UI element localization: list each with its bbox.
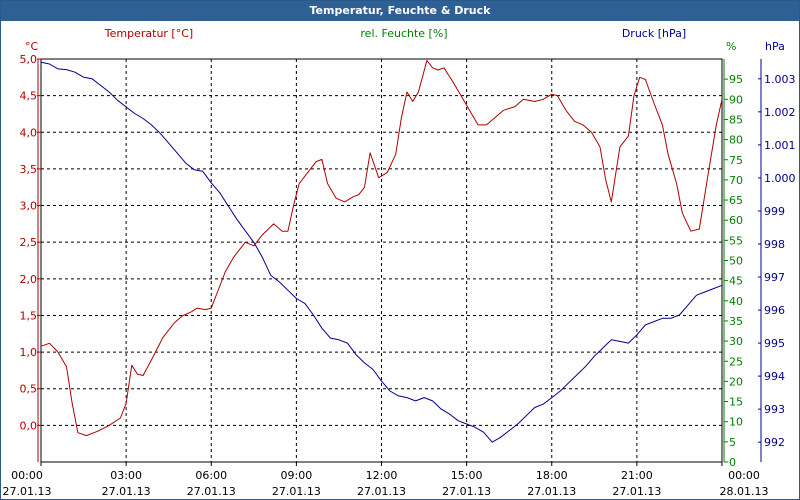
humidity-tick-label: 55	[729, 234, 743, 247]
pressure-tick-label: 1.003	[764, 73, 796, 86]
x-tick-label-date: 27.01.13	[3, 485, 52, 498]
temperature-axis-label: Temperatur [°C]	[104, 27, 193, 40]
humidity-tick-label: 25	[729, 355, 743, 368]
x-tick-label-date: 27.01.13	[187, 485, 236, 498]
pressure-tick-label: 993	[764, 403, 785, 416]
humidity-tick-label: 65	[729, 194, 743, 207]
x-tick-label-time: 00:00	[11, 469, 43, 482]
temp-tick-label: 2,0	[20, 273, 38, 286]
x-tick-label-date: 27.01.13	[527, 485, 576, 498]
x-tick-label-date: 27.01.13	[357, 485, 406, 498]
humidity-tick-label: 40	[729, 295, 743, 308]
humidity-tick-label: 95	[729, 73, 743, 86]
humidity-tick-label: 15	[729, 396, 743, 409]
temp-tick-label: 3,5	[20, 163, 38, 176]
humidity-axis-label: rel. Feuchte [%]	[360, 27, 447, 40]
temp-tick-label: 1,0	[20, 346, 38, 359]
chart-title: Temperatur, Feuchte & Druck	[309, 4, 491, 17]
humidity-tick-label: 85	[729, 113, 743, 126]
humidity-tick-label: 80	[729, 134, 743, 147]
humidity-tick-label: 75	[729, 154, 743, 167]
pressure-tick-label: 996	[764, 304, 785, 317]
series-line-temperature	[40, 60, 723, 437]
humidity-tick-label: 90	[729, 93, 743, 106]
pressure-tick-label: 1.002	[764, 106, 796, 119]
temp-axis-unit: °C	[25, 40, 39, 53]
pressure-tick-label: 992	[764, 436, 785, 449]
pressure-tick-label: 995	[764, 337, 785, 350]
humidity-tick-label: 35	[729, 315, 743, 328]
x-tick-label-time: 00:00	[728, 469, 760, 482]
temp-tick-label: 5,0	[20, 53, 38, 66]
temp-tick-label: 0,5	[20, 383, 38, 396]
pressure-tick-label: 999	[764, 205, 785, 218]
x-tick-label-date: 27.01.13	[442, 485, 491, 498]
x-tick-label-date: 28.01.13	[720, 485, 769, 498]
temp-tick-label: 3,0	[20, 200, 38, 213]
title-bar: Temperatur, Feuchte & Druck	[1, 1, 799, 21]
x-tick-label-time: 03:00	[110, 469, 142, 482]
temp-tick-label: 0,0	[20, 419, 38, 432]
x-tick-label-time: 06:00	[195, 469, 227, 482]
pressure-tick-label: 998	[764, 238, 785, 251]
series-line-pressure	[40, 61, 723, 443]
x-tick-label-date: 27.01.13	[612, 485, 661, 498]
x-tick-label-time: 21:00	[621, 469, 653, 482]
x-tick-label-time: 15:00	[451, 469, 483, 482]
humidity-tick-label: 50	[729, 255, 743, 268]
temp-tick-label: 4,0	[20, 126, 38, 139]
humidity-tick-label: 5	[729, 436, 736, 449]
humidity-tick-label: 45	[729, 275, 743, 288]
temp-tick-label: 2,5	[20, 236, 38, 249]
temp-tick-label: 4,5	[20, 90, 38, 103]
pressure-tick-label: 1.000	[764, 172, 796, 185]
x-tick-label-time: 09:00	[281, 469, 313, 482]
pressure-axis-label: Druck [hPa]	[622, 27, 686, 40]
pressure-tick-label: 997	[764, 271, 785, 284]
humidity-tick-label: 20	[729, 375, 743, 388]
pressure-tick-label: 1.001	[764, 139, 796, 152]
humidity-tick-label: 30	[729, 335, 743, 348]
humidity-axis-unit: %	[726, 40, 736, 53]
humidity-tick-label: 0	[729, 456, 736, 469]
x-tick-label-time: 12:00	[366, 469, 398, 482]
humidity-tick-label: 60	[729, 214, 743, 227]
pressure-axis-unit: hPa	[765, 40, 785, 53]
humidity-tick-label: 70	[729, 174, 743, 187]
x-tick-label-time: 18:00	[536, 469, 568, 482]
humidity-tick-label: 10	[729, 416, 743, 429]
pressure-tick-label: 994	[764, 370, 785, 383]
x-tick-label-date: 27.01.13	[102, 485, 151, 498]
temp-tick-label: 1,5	[20, 309, 38, 322]
x-tick-label-date: 27.01.13	[272, 485, 321, 498]
